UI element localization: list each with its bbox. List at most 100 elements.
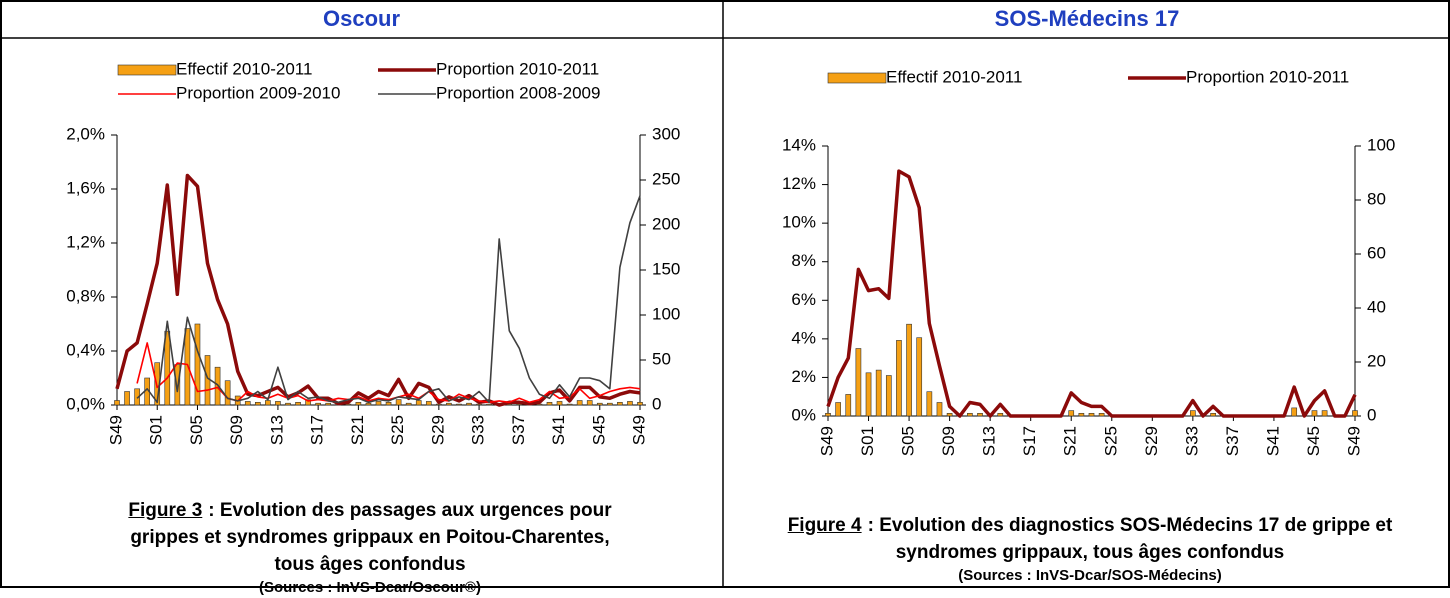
- bar: [385, 401, 392, 406]
- y-tick-label: 1,2%: [66, 232, 105, 251]
- y2-tick-label: 150: [652, 259, 680, 278]
- bar: [164, 330, 171, 406]
- bar: [124, 391, 130, 406]
- y2-tick-label: 0: [1367, 405, 1376, 424]
- legend-label: Proportion 2010-2011: [1186, 67, 1349, 86]
- source: (Sources : InVS-Dcar/Oscour®): [259, 579, 481, 596]
- y2-tick-label: 300: [652, 124, 680, 143]
- bar: [1291, 407, 1298, 417]
- x-tick-label: S29: [428, 415, 447, 445]
- x-tick-label: S33: [469, 415, 488, 445]
- x-tick-label: S17: [308, 415, 327, 445]
- bar: [1098, 412, 1105, 417]
- bar: [916, 337, 923, 417]
- bar: [637, 401, 643, 406]
- y2-tick-label: 200: [652, 214, 680, 233]
- bar: [1311, 410, 1318, 417]
- bar: [476, 403, 482, 406]
- bar: [1190, 410, 1196, 417]
- legend-swatch: [827, 72, 887, 84]
- x-tick-label: S21: [1061, 426, 1080, 456]
- bar: [174, 364, 181, 406]
- bar: [906, 323, 912, 417]
- bar: [375, 401, 382, 406]
- x-tick-label: S29: [1142, 426, 1161, 456]
- bar: [285, 402, 291, 406]
- y-tick-label: 10%: [782, 213, 816, 232]
- bar: [885, 375, 892, 417]
- legend-label: Proportion 2008-2009: [436, 83, 600, 102]
- bar: [365, 402, 372, 406]
- line: [136, 342, 641, 404]
- y2-tick-label: 40: [1367, 297, 1386, 316]
- bar: [355, 401, 362, 406]
- x-tick-label: S37: [1223, 426, 1242, 456]
- x-tick-label: S01: [858, 426, 877, 456]
- bar: [516, 403, 523, 406]
- bar: [114, 400, 120, 406]
- bar: [607, 402, 613, 406]
- bar: [1321, 410, 1328, 417]
- bar: [946, 412, 953, 417]
- bar: [855, 348, 862, 417]
- line: [826, 169, 1357, 418]
- x-tick-label: S01: [147, 415, 166, 445]
- bar: [446, 402, 452, 406]
- y-tick-label: 4%: [791, 328, 816, 347]
- caption-text: : Evolution des diagnostics SOS-Médecins…: [867, 515, 1393, 563]
- x-tick-label: S41: [549, 415, 568, 445]
- x-tick-label: S13: [980, 426, 999, 456]
- x-tick-label: S21: [348, 415, 367, 445]
- bar: [395, 399, 402, 406]
- x-tick-label: S49: [1344, 426, 1363, 456]
- x-tick-label: S17: [1020, 426, 1039, 456]
- y2-tick-label: 50: [652, 349, 671, 368]
- bar: [305, 399, 311, 406]
- bar: [967, 412, 973, 417]
- y-tick-label: 12%: [782, 174, 816, 193]
- panel-title: SOS-Médecins 17: [994, 6, 1180, 31]
- bar: [556, 401, 563, 406]
- x-tick-label: S49: [817, 426, 836, 456]
- legend-label: Effectif 2010-2011: [176, 59, 312, 78]
- line: [115, 173, 641, 407]
- bar: [275, 401, 281, 406]
- bar: [896, 340, 902, 417]
- x-tick-label: S09: [939, 426, 958, 456]
- bar: [546, 401, 553, 406]
- y2-tick-label: 100: [652, 304, 680, 323]
- bar: [254, 401, 261, 406]
- bar: [436, 403, 442, 406]
- bar: [315, 402, 321, 406]
- x-tick-label: S25: [1101, 426, 1120, 456]
- y2-tick-label: 250: [652, 169, 680, 188]
- bar: [617, 401, 623, 406]
- y2-tick-label: 80: [1367, 189, 1386, 208]
- bar: [224, 380, 231, 406]
- bar: [536, 403, 543, 406]
- x-tick-label: S05: [899, 426, 918, 456]
- y-tick-label: 2,0%: [66, 124, 105, 143]
- bar: [936, 402, 943, 417]
- bar: [244, 401, 251, 406]
- y-tick-label: 0,0%: [66, 394, 105, 413]
- y2-tick-label: 100: [1367, 135, 1395, 154]
- legend-label: Effectif 2010-2011: [886, 67, 1022, 86]
- figure-label: Figure 4: [787, 515, 862, 536]
- bar: [295, 401, 301, 406]
- line: [136, 195, 641, 404]
- bar: [204, 355, 211, 406]
- x-tick-label: S45: [589, 415, 608, 445]
- bar: [576, 400, 583, 406]
- panel-title: Oscour: [322, 6, 401, 31]
- caption: Figure 3: Evolution des passages aux urg…: [110, 497, 630, 598]
- bar: [835, 402, 841, 417]
- bar: [1352, 410, 1358, 417]
- bar: [627, 401, 633, 406]
- bar: [596, 402, 603, 406]
- bar: [825, 412, 831, 417]
- bar: [486, 403, 492, 406]
- bar: [1078, 412, 1085, 417]
